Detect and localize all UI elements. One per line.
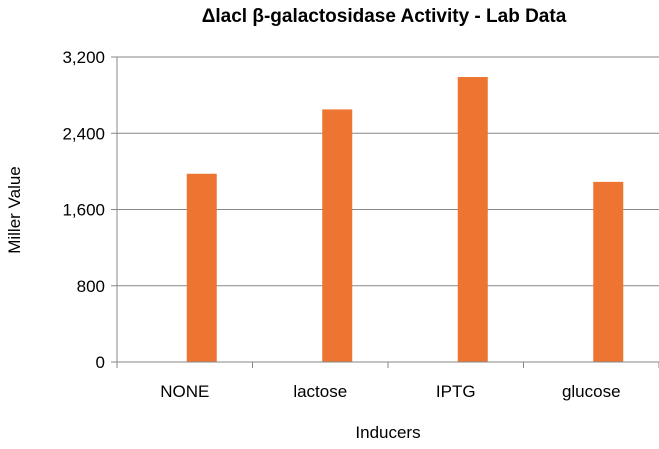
y-tick-label: 0 <box>96 353 105 372</box>
x-tick-label: glucose <box>562 382 621 401</box>
x-tick-label: IPTG <box>436 382 476 401</box>
y-tick-labels: 0 800 1,600 2,400 3,200 <box>62 48 105 372</box>
y-tick-label: 3,200 <box>62 48 105 67</box>
x-tick-label: NONE <box>160 382 209 401</box>
bars <box>186 77 624 362</box>
axes <box>111 56 659 368</box>
y-axis-label: Miller Value <box>5 166 24 254</box>
bar-lactose <box>322 109 353 362</box>
y-tick-label: 800 <box>77 277 105 296</box>
x-tick-labels: NONE lactose IPTG glucose <box>160 382 620 401</box>
y-tick-label: 1,600 <box>62 201 105 220</box>
y-tick-label: 2,400 <box>62 124 105 143</box>
bar-glucose <box>593 181 624 362</box>
bar-iptg <box>457 77 488 362</box>
bar-none <box>186 173 217 362</box>
x-tick-label: lactose <box>293 382 347 401</box>
chart-title: Δlacl β-galactosidase Activity - Lab Dat… <box>202 6 567 27</box>
x-axis-label: Inducers <box>355 423 420 442</box>
